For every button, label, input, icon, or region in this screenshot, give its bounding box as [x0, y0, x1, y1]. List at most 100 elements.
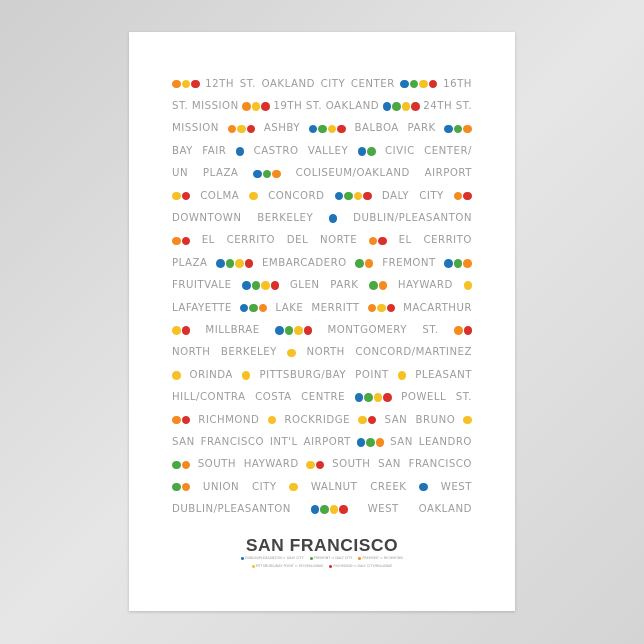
station-name-word: PARK: [407, 123, 436, 135]
legend-item: PITTSBURG/BAY POINT ⇔ SFO/MILLBRAE: [251, 564, 323, 568]
station-row: SOUTH HAYWARD SOUTH SAN FRANCISCO: [172, 454, 472, 476]
line-dot: [354, 393, 364, 402]
station-name-word: CERRITO: [226, 235, 276, 247]
station-name-word: SAN: [390, 436, 413, 448]
poster-title: SAN FRANCISCO: [245, 535, 399, 555]
station-name-word: HILL/CONTRA: [172, 392, 246, 404]
line-dot: [411, 102, 420, 111]
legend-item: DUBLIN/PLEASANTON ⇔ DALY CITY: [241, 556, 304, 560]
line-dot: [181, 415, 190, 425]
line-dots: [267, 415, 277, 425]
line-dots: [310, 505, 348, 514]
station-row: EL CERRITO DEL NORTE EL CERRITO: [172, 230, 472, 252]
station-name-word: HAYWARD: [243, 459, 299, 471]
station-name-word: LEANDRO: [418, 436, 472, 448]
station-name-word: COSTA: [255, 392, 292, 404]
line-dot: [373, 393, 383, 402]
line-dot: [318, 124, 327, 134]
station-name-word: WEST: [440, 481, 472, 493]
line-dot: [463, 415, 472, 425]
line-dot: [227, 124, 237, 134]
line-dot: [419, 482, 428, 492]
line-dot: [358, 415, 367, 425]
line-dot: [289, 482, 298, 492]
line-dots: [369, 281, 388, 290]
station-name-word: ST.: [172, 101, 189, 113]
station-row: 12TH ST. OAKLAND CITY CENTER 16TH: [172, 73, 472, 95]
line-dots: [328, 214, 338, 223]
station-name-word: HAYWARD: [397, 280, 453, 292]
station-name-word: COLISEUM/OAKLAND: [295, 168, 410, 180]
station-name-word: ST.: [305, 101, 323, 113]
station-name-word: CONCORD: [268, 190, 325, 202]
line-dot: [191, 79, 200, 89]
station-name-word: DUBLIN/PLEASANTON: [172, 504, 291, 516]
line-dot: [367, 303, 377, 313]
line-dot: [463, 259, 472, 268]
line-dot: [294, 326, 303, 335]
station-name-word: MISSION: [191, 101, 239, 113]
legend-item: FREMONT ⇔ RICHMOND: [358, 556, 403, 560]
line-dots: [334, 191, 372, 201]
station-name-word: CONCORD/MARTINEZ: [355, 347, 472, 359]
line-dot: [378, 281, 388, 290]
line-dot: [327, 124, 337, 134]
line-dot: [419, 79, 428, 89]
line-dots: [227, 124, 256, 134]
line-dot: [172, 415, 181, 425]
line-dot: [172, 191, 181, 201]
station-row: HILL/CONTRA COSTA CENTRE POWELL ST.: [172, 386, 472, 408]
legend-item: RICHMOND ⇔ DALY CITY/MILLBRAE: [329, 564, 392, 568]
station-name-word: EL: [201, 235, 215, 247]
line-dot: [239, 303, 249, 313]
poster: 12TH ST. OAKLAND CITY CENTER 16TH ST. MISSION 19…: [129, 32, 515, 611]
line-dot: [328, 214, 338, 223]
station-name-word: VALLEY: [307, 145, 349, 157]
station-name-word: ORINDA: [189, 369, 233, 381]
station-name-word: INT'L: [269, 436, 298, 448]
line-dots: [367, 303, 396, 313]
line-dot: [353, 191, 363, 201]
legend-label: RICHMOND ⇔ DALY CITY/MILLBRAE: [333, 564, 393, 568]
line-dot: [235, 259, 244, 268]
station-name-word: LAFAYETTE: [172, 302, 232, 314]
line-dots: [306, 460, 325, 470]
line-dot: [386, 303, 396, 313]
line-dot: [364, 393, 373, 402]
station-row: PLAZA EMBARCADERO FREMONT: [172, 252, 472, 274]
line-dot: [216, 259, 225, 268]
station-name-word: OAKLAND: [418, 504, 472, 516]
line-dot: [181, 482, 190, 492]
station-row: BAY FAIR CASTRO VALLEY CIVIC CENTER/: [172, 140, 472, 162]
line-dot: [287, 348, 296, 358]
line-dot: [315, 460, 325, 470]
station-row: MISSION ASHBY BALBOA PARK: [172, 118, 472, 140]
line-dot: [181, 460, 190, 470]
line-dot: [270, 281, 280, 290]
legend-dot: [309, 556, 313, 560]
station-name-word: PITTSBURG/BAY: [259, 369, 347, 381]
station-name-word: POINT: [355, 369, 389, 381]
station-name-word: DOWNTOWN: [172, 213, 242, 225]
line-dots: [356, 438, 385, 447]
station-name-word: CITY: [320, 78, 346, 90]
line-dot: [242, 281, 251, 290]
legend-row: PITTSBURG/BAY POINT ⇔ SFO/MILLBRAE RICHMO…: [129, 564, 515, 568]
station-name-word: WEST: [367, 504, 399, 516]
line-dot: [356, 438, 366, 447]
line-dots: [242, 102, 270, 111]
line-dot: [172, 236, 181, 246]
station-name-word: WALNUT: [310, 481, 358, 493]
station-name-word: AIRPORT: [303, 436, 351, 448]
station-name-word: MERRITT: [311, 302, 360, 314]
station-name-word: CENTER: [350, 78, 395, 90]
line-dots: [249, 191, 258, 201]
legend-label: DUBLIN/PLEASANTON ⇔ DALY CITY: [245, 556, 304, 560]
station-row: UNION CITY WALNUT CREEK WEST: [172, 476, 472, 498]
station-name-word: CASTRO: [253, 145, 299, 157]
line-dots: [242, 281, 280, 290]
line-dot: [244, 259, 254, 268]
line-dot: [363, 191, 372, 201]
station-name-word: FREMONT: [382, 257, 436, 269]
line-dots: [239, 303, 268, 313]
